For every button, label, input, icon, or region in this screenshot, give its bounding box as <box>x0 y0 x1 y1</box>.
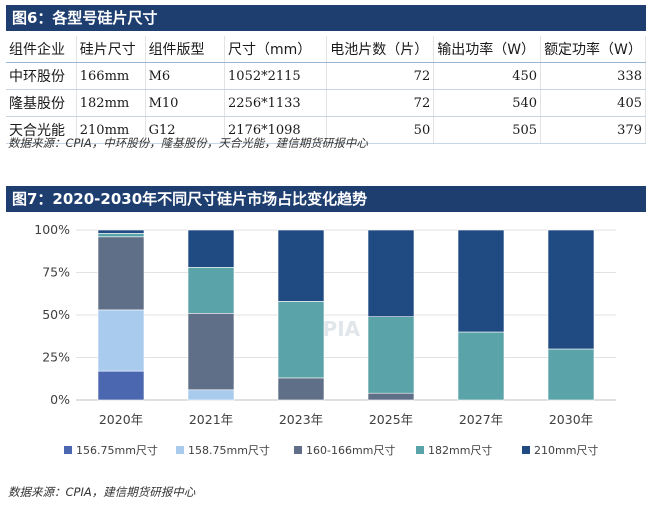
bar-segment <box>97 236 145 311</box>
table-cell: 166mm <box>76 62 146 90</box>
table-cell: 210mm <box>76 116 146 144</box>
legend-label: 160-166mm尺寸 <box>306 443 395 457</box>
x-tick-label: 2027年 <box>459 412 503 427</box>
bar-segment <box>457 331 505 401</box>
bar-segment <box>547 229 595 350</box>
y-tick-label: 25% <box>42 350 70 365</box>
y-tick-label: 0% <box>50 392 70 407</box>
table-header-row: 组件企业 硅片尺寸 组件版型 尺寸（mm） 电池片数（片） 输出功率（W） 额定功率（W） <box>6 36 646 63</box>
legend-swatch <box>294 446 302 454</box>
x-tick-label: 2030年 <box>549 412 593 427</box>
legend-label: 210mm尺寸 <box>534 443 598 457</box>
x-tick-label: 2025年 <box>369 412 413 427</box>
legend-swatch <box>416 446 424 454</box>
table-cell: 50 <box>326 116 435 144</box>
table-header-cell: 尺寸（mm） <box>224 36 328 63</box>
figure-7-banner: 图7：2020-2030年不同尺寸硅片市场占比变化趋势 <box>6 186 646 212</box>
bar-segment <box>277 229 325 302</box>
y-tick-label: 50% <box>42 307 70 322</box>
table-cell: M6 <box>145 62 226 90</box>
bar-segment <box>97 370 145 401</box>
table-cell: M10 <box>145 89 226 117</box>
figure-6-banner: 图6：各型号硅片尺寸 <box>6 5 646 31</box>
bar-segment <box>547 348 595 401</box>
bar-segment <box>457 229 505 333</box>
table-body: 中环股份 166mm M6 1052*2115 72 450 338 隆基股份 182mm M10… <box>6 62 646 144</box>
legend-swatch <box>522 446 530 454</box>
table-cell: 72 <box>326 89 435 117</box>
table-row: 中环股份 166mm M6 1052*2115 72 450 338 <box>6 62 646 90</box>
bar-segment <box>187 267 235 314</box>
table-cell: 182mm <box>76 89 146 117</box>
bar-segment <box>367 392 415 401</box>
table-cell: 505 <box>433 116 542 144</box>
x-tick-label: 2020年 <box>99 412 143 427</box>
legend-label: 156.75mm尺寸 <box>76 443 158 457</box>
chart-source-note: 数据来源：CPIA，建信期货研报中心 <box>8 485 196 499</box>
bar-segment <box>277 301 325 379</box>
table-cell: 338 <box>540 62 646 90</box>
table-row: 隆基股份 182mm M10 2256*1133 72 540 405 <box>6 89 646 117</box>
table-cell: 540 <box>433 89 542 117</box>
bar-segment <box>97 229 145 234</box>
table-cell: 405 <box>540 89 646 117</box>
table-header-cell: 电池片数（片） <box>326 36 435 63</box>
y-tick-label: 75% <box>42 265 70 280</box>
table-cell: 379 <box>540 116 646 144</box>
table-cell: 450 <box>433 62 542 90</box>
bar-segment <box>97 233 145 238</box>
bar-segment <box>187 313 235 391</box>
table-header-cell: 组件企业 <box>6 36 77 63</box>
table-cell: G12 <box>145 116 226 144</box>
bar-segment <box>277 377 325 401</box>
legend-swatch <box>64 446 72 454</box>
bar-segment <box>187 389 235 401</box>
table-header-cell: 输出功率（W） <box>433 36 542 63</box>
bar-segment <box>97 309 145 372</box>
bar-segment <box>367 316 415 394</box>
table-cell: 2256*1133 <box>224 89 328 117</box>
wafer-size-table: 组件企业 硅片尺寸 组件版型 尺寸（mm） 电池片数（片） 输出功率（W） 额定功率（W） … <box>6 36 646 144</box>
table-source-note: 数据来源：CPIA，中环股份，隆基股份，天合光能，建信期货研报中心 <box>8 136 368 150</box>
bar-segment <box>187 229 235 268</box>
bar-segment <box>367 229 415 317</box>
table-cell: 72 <box>326 62 435 90</box>
y-tick-label: 100% <box>34 222 70 237</box>
table-cell: 中环股份 <box>6 62 77 90</box>
table-row: 天合光能 210mm G12 2176*1098 50 505 379 <box>6 116 646 144</box>
legend-label: 182mm尺寸 <box>428 443 492 457</box>
table-header-cell: 额定功率（W） <box>540 36 646 63</box>
legend-label: 158.75mm尺寸 <box>188 443 270 457</box>
table-cell: 1052*2115 <box>224 62 328 90</box>
table-header-cell: 硅片尺寸 <box>76 36 146 63</box>
legend-swatch <box>176 446 184 454</box>
table-cell: 隆基股份 <box>6 89 77 117</box>
table-header-cell: 组件版型 <box>145 36 226 63</box>
table-cell: 天合光能 <box>6 116 77 144</box>
table-cell: 2176*1098 <box>224 116 328 144</box>
x-tick-label: 2021年 <box>189 412 233 427</box>
x-tick-label: 2023年 <box>279 412 323 427</box>
